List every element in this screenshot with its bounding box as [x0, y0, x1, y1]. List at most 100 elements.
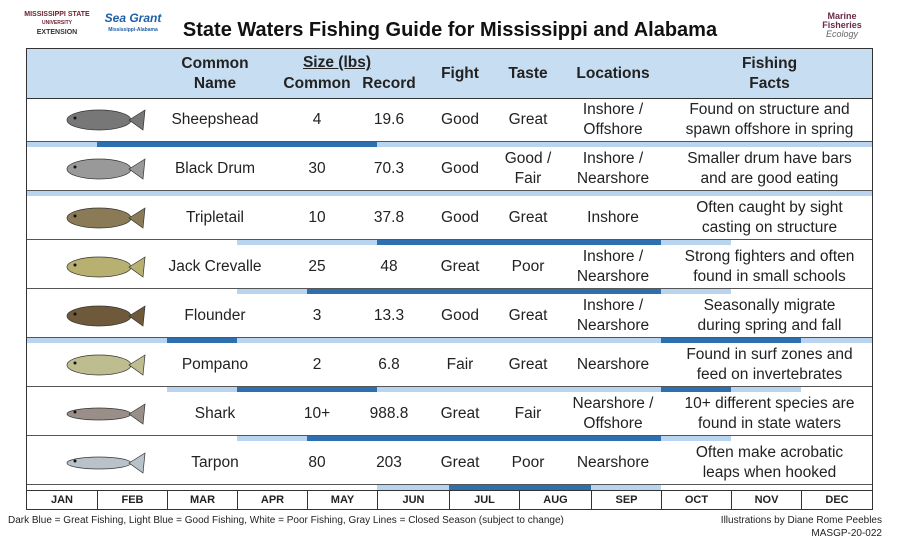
- fish-icon: [66, 207, 146, 229]
- season-strip: [661, 190, 731, 196]
- season-strip: [307, 288, 377, 294]
- logo-text: Marine: [827, 11, 857, 21]
- season-strip: [307, 386, 377, 392]
- month-label: MAR: [167, 490, 237, 509]
- season-strip: [167, 484, 237, 490]
- title: State Waters Fishing Guide for Mississip…: [182, 19, 718, 41]
- season-strip: [449, 288, 519, 294]
- cell: Great: [508, 356, 548, 373]
- logo-text: EXTENSION: [36, 29, 78, 36]
- logo-text: Mississippi-Alabama: [108, 27, 158, 33]
- season-strip: [591, 190, 661, 196]
- season-strip: [237, 435, 307, 441]
- cell: Black Drum: [174, 160, 256, 177]
- cell: 203: [376, 454, 402, 471]
- season-strip: [731, 435, 801, 441]
- fish-icon: [66, 452, 146, 474]
- cell: Inshore / Nearshore: [576, 150, 650, 187]
- season-strip: [449, 484, 519, 490]
- season-strip: [519, 337, 591, 343]
- season-strip: [661, 484, 731, 490]
- cell: 13.3: [373, 307, 405, 324]
- cell: Often make acrobatic leaps when hooked: [695, 444, 844, 481]
- season-strip: [27, 239, 97, 245]
- month-label: APR: [237, 490, 307, 509]
- cell: Fair: [446, 356, 474, 373]
- cell: Great: [440, 405, 480, 422]
- season-strip: [801, 337, 872, 343]
- season-strip: [167, 435, 237, 441]
- cell: Jack Crevalle: [168, 258, 262, 275]
- cell: Shark: [194, 405, 236, 422]
- col-header: Fishing Facts: [741, 55, 798, 92]
- cell: Found in surf zones and feed on inverteb…: [686, 346, 853, 383]
- cell: 19.6: [373, 111, 405, 128]
- cell: Flounder: [184, 307, 246, 324]
- season-strip: [377, 141, 449, 147]
- cell: 10+ different species are found in state…: [684, 395, 855, 432]
- cell: Good: [441, 307, 479, 324]
- season-strip: [731, 386, 801, 392]
- season-strip: [731, 337, 801, 343]
- cell: 3: [312, 307, 322, 324]
- month-label: JAN: [27, 490, 97, 509]
- season-strip: [591, 386, 661, 392]
- fish-illustration: [57, 351, 147, 379]
- month-label: AUG: [519, 490, 591, 509]
- season-strip: [661, 239, 731, 245]
- season-strip: [27, 386, 97, 392]
- season-strip: [449, 435, 519, 441]
- season-strip: [591, 239, 661, 245]
- season-strip: [377, 190, 449, 196]
- season-strip: [167, 239, 237, 245]
- season-strip: [731, 288, 801, 294]
- fish-icon: [66, 403, 146, 425]
- season-strip: [237, 386, 307, 392]
- season-strip: [519, 484, 591, 490]
- season-strip: [519, 141, 591, 147]
- cell: Found on structure and spawn offshore in…: [685, 101, 854, 138]
- cell: 988.8: [369, 405, 409, 422]
- season-strip: [661, 337, 731, 343]
- season-strip: [591, 141, 661, 147]
- season-strip: [801, 141, 872, 147]
- cell: Inshore / Nearshore: [576, 297, 650, 334]
- season-strip: [97, 288, 167, 294]
- cell: 4: [312, 111, 322, 128]
- season-strip: [167, 337, 237, 343]
- cell: Great: [508, 209, 548, 226]
- fish-icon: [66, 256, 146, 278]
- season-strip: [27, 141, 97, 147]
- cell: Pompano: [181, 356, 249, 373]
- season-strip: [377, 484, 449, 490]
- cell: 70.3: [373, 160, 405, 177]
- logo-text: Sea Grant: [104, 11, 162, 25]
- cell: 30: [308, 160, 326, 177]
- cell: 80: [308, 454, 326, 471]
- col-header: Size (lbs): [302, 54, 372, 71]
- season-strip: [801, 239, 872, 245]
- season-strip: [27, 337, 97, 343]
- cell: Strong fighters and often found in small…: [684, 248, 855, 285]
- cell: Inshore / Nearshore: [576, 248, 650, 285]
- fish-illustration: [57, 253, 147, 281]
- col-header: Common: [283, 75, 351, 92]
- season-strip: [377, 435, 449, 441]
- season-strip: [307, 337, 377, 343]
- season-strip: [97, 239, 167, 245]
- cell: Smaller drum have bars and are good eati…: [687, 150, 852, 187]
- season-strip: [519, 239, 591, 245]
- season-strip: [731, 239, 801, 245]
- col-header: Fight: [441, 65, 479, 82]
- cell: Seasonally migrate during spring and fal…: [697, 297, 842, 334]
- season-strip: [801, 435, 872, 441]
- month-label: FEB: [97, 490, 167, 509]
- logo-mid: Sea Grant Mississippi-Alabama: [104, 12, 162, 36]
- season-strip: [97, 141, 167, 147]
- season-strip: [731, 484, 801, 490]
- fish-illustration: [57, 400, 147, 428]
- cell: Good: [441, 209, 479, 226]
- logo-left: MISSISSIPPI STATE UNIVERSITY EXTENSION: [18, 10, 96, 37]
- cell: 10: [308, 209, 326, 226]
- cell: Great: [508, 307, 548, 324]
